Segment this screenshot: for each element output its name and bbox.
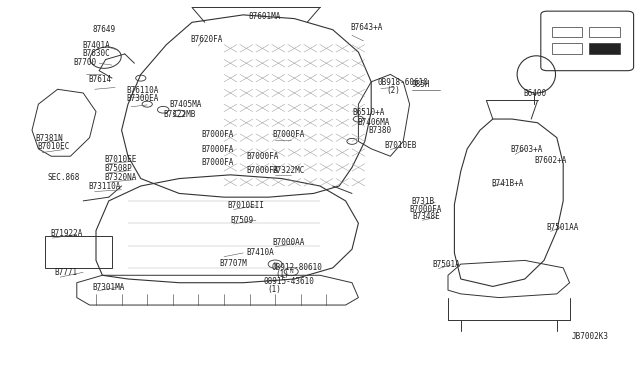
Text: B76110A: B76110A <box>127 86 159 94</box>
Text: B7380: B7380 <box>368 126 391 135</box>
Text: B7000FA: B7000FA <box>202 130 234 139</box>
Text: B7300EA: B7300EA <box>127 94 159 103</box>
Bar <box>589 43 620 54</box>
Text: B73110A: B73110A <box>88 182 121 191</box>
Text: B7000FA: B7000FA <box>246 166 279 175</box>
Text: B7010EB: B7010EB <box>384 141 417 150</box>
Text: B7603+A: B7603+A <box>511 145 543 154</box>
Text: (1): (1) <box>268 285 282 294</box>
Bar <box>589 27 620 37</box>
Text: B7401A: B7401A <box>82 41 109 50</box>
Text: B7000FA: B7000FA <box>246 153 279 161</box>
Text: JB7002K3: JB7002K3 <box>572 332 609 341</box>
Text: B7381N: B7381N <box>35 134 63 143</box>
Text: B7410A: B7410A <box>246 248 274 257</box>
Text: SEC.868: SEC.868 <box>48 173 81 182</box>
Text: B7000FA: B7000FA <box>202 158 234 167</box>
Text: B6510+A: B6510+A <box>352 108 385 117</box>
Text: B7010EE: B7010EE <box>104 155 137 164</box>
Text: B7320NA: B7320NA <box>104 173 137 182</box>
Text: B741B+A: B741B+A <box>492 179 524 187</box>
Text: B7301MA: B7301MA <box>93 283 125 292</box>
Bar <box>552 43 582 54</box>
Text: (1): (1) <box>275 270 289 279</box>
Text: 87649: 87649 <box>93 25 116 34</box>
Text: B7000FA: B7000FA <box>410 205 442 214</box>
Text: B7630C: B7630C <box>82 49 109 58</box>
Text: N: N <box>273 262 277 267</box>
Text: B7700: B7700 <box>74 58 97 67</box>
Text: B7620FA: B7620FA <box>191 35 223 44</box>
Text: (2): (2) <box>386 86 400 94</box>
Text: B7508P: B7508P <box>104 164 132 173</box>
Text: B7010EC: B7010EC <box>37 142 70 151</box>
Text: 87601MA: 87601MA <box>248 12 281 21</box>
Text: B6400: B6400 <box>524 89 547 98</box>
Text: B7348E: B7348E <box>413 212 440 221</box>
Text: B7322MC: B7322MC <box>272 166 305 175</box>
Text: B731B: B731B <box>411 197 434 206</box>
Text: B7000AA: B7000AA <box>272 238 305 247</box>
Text: B7501A: B7501A <box>432 260 460 269</box>
Text: 0B912-80610: 0B912-80610 <box>272 263 323 272</box>
Text: B7509: B7509 <box>230 216 253 225</box>
Text: B7405MA: B7405MA <box>170 100 202 109</box>
Text: B7602+A: B7602+A <box>534 156 567 165</box>
Text: B71922A: B71922A <box>50 229 83 238</box>
Bar <box>552 27 582 37</box>
Text: B7000FA: B7000FA <box>272 130 305 139</box>
Text: B7614: B7614 <box>88 76 111 84</box>
Text: B7000FA: B7000FA <box>202 145 234 154</box>
Text: 0B918-60610: 0B918-60610 <box>378 78 428 87</box>
Text: 08915-43610: 08915-43610 <box>264 278 314 286</box>
Text: B7322MB: B7322MB <box>163 110 196 119</box>
Text: B7771: B7771 <box>54 268 77 277</box>
Bar <box>45 236 112 268</box>
Text: B7010EII: B7010EII <box>227 201 264 210</box>
Text: 985H: 985H <box>412 80 430 89</box>
Text: B7501AA: B7501AA <box>546 223 579 232</box>
Text: B7643+A: B7643+A <box>351 23 383 32</box>
Text: N: N <box>289 269 293 274</box>
Text: B7406MA: B7406MA <box>357 118 390 126</box>
Text: B7707M: B7707M <box>219 259 246 268</box>
